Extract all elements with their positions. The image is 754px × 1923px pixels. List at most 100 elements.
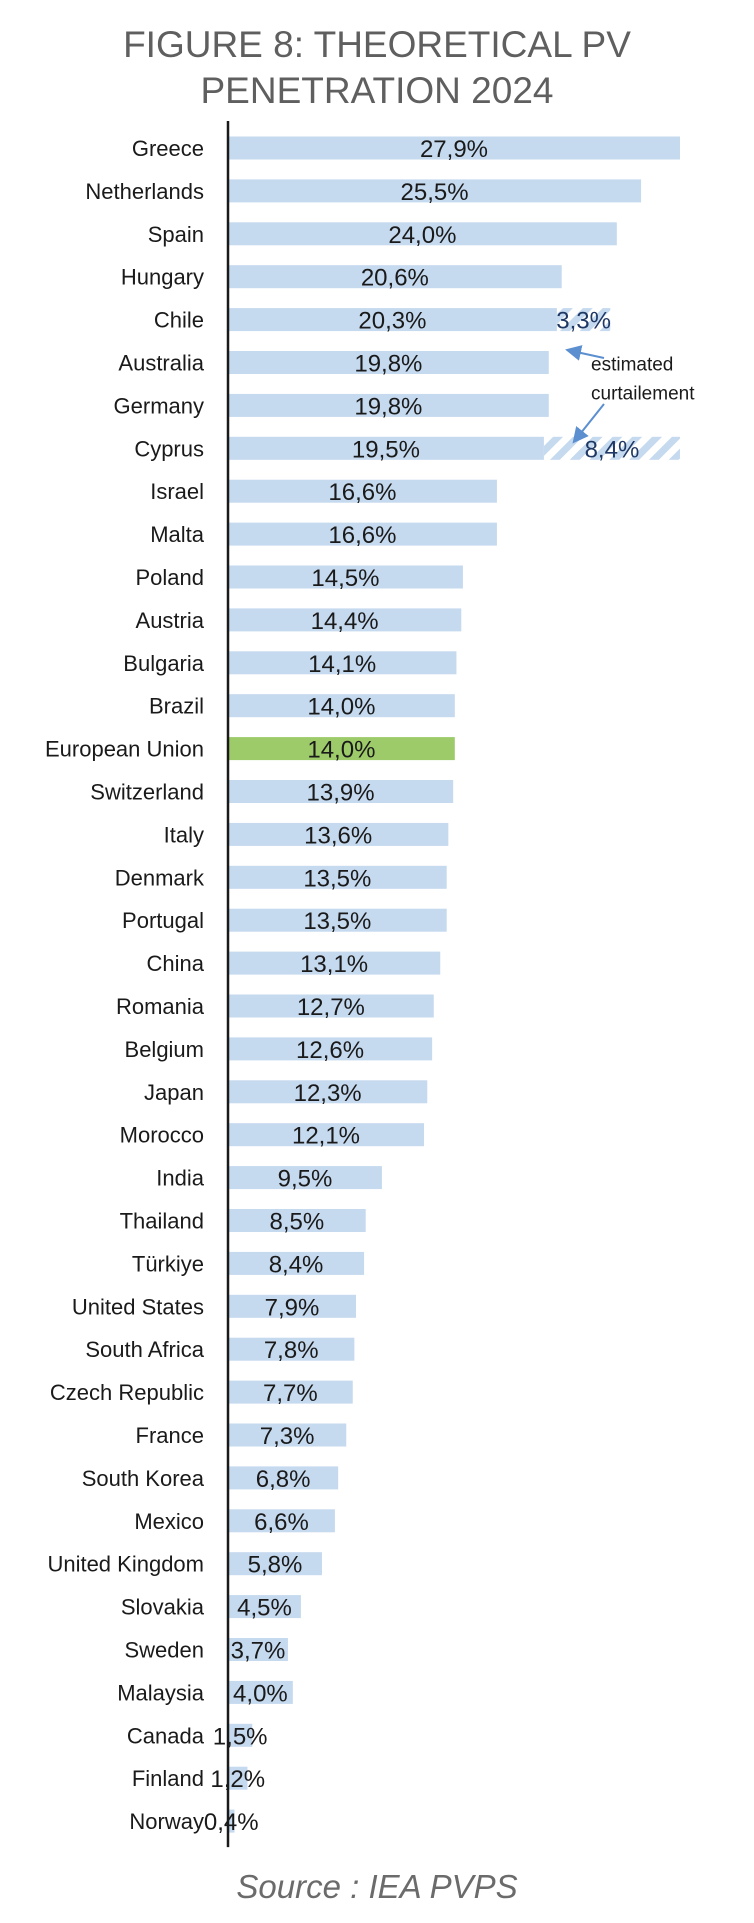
bar-portugal [228, 908, 447, 932]
category-label-romania: Romania [116, 994, 205, 1019]
bar-mexico [228, 1509, 335, 1533]
value-label-mexico: 6,6% [254, 1509, 309, 1536]
bar-france [228, 1423, 347, 1447]
category-label-norway: Norway [129, 1809, 204, 1834]
value-label-czech-republic: 7,7% [263, 1380, 318, 1407]
annotation-arrow-up [565, 345, 605, 361]
bar-bulgaria [228, 651, 457, 675]
annotation-layer: estimated curtailement [226, 121, 695, 1848]
category-label-denmark: Denmark [115, 865, 205, 890]
bar-malta [228, 522, 497, 546]
bar-sweden [228, 1638, 288, 1661]
value-label-france: 7,3% [260, 1423, 315, 1450]
bar-brazil [228, 694, 455, 718]
bar-chile [228, 308, 557, 332]
bar-t-rkiye [228, 1251, 365, 1275]
bar-denmark [228, 865, 447, 889]
value-label-slovakia: 4,5% [237, 1595, 292, 1622]
bar-morocco [228, 1123, 425, 1147]
category-label-india: India [156, 1166, 204, 1191]
bar-united-kingdom [228, 1552, 322, 1576]
bar-australia [228, 351, 549, 374]
category-label-canada: Canada [127, 1723, 205, 1748]
bar-poland [228, 565, 463, 589]
value-label-romania: 12,7% [297, 994, 365, 1021]
value-label-malaysia: 4,0% [233, 1680, 288, 1707]
bar-finland [228, 1766, 248, 1790]
value-label-japan: 12,3% [294, 1080, 362, 1107]
value-label-morocco: 12,1% [292, 1123, 360, 1150]
category-label-austria: Austria [136, 608, 205, 633]
value-label-switzerland: 13,9% [307, 780, 375, 807]
chart-title-line-1: FIGURE 8: THEORETICAL PV [123, 24, 631, 65]
bar-hungary [228, 265, 562, 289]
bar-japan [228, 1080, 428, 1104]
value-label-hungary: 20,6% [361, 265, 429, 292]
category-label-belgium: Belgium [125, 1037, 204, 1062]
category-label-morocco: Morocco [120, 1123, 204, 1148]
bar-thailand [228, 1209, 366, 1232]
category-label-greece: Greece [132, 136, 204, 161]
category-label-united-states: United States [72, 1294, 204, 1319]
category-label-hungary: Hungary [121, 265, 204, 290]
category-label-switzerland: Switzerland [90, 780, 204, 805]
bar-switzerland [228, 780, 454, 803]
value-label-india: 9,5% [278, 1166, 333, 1193]
value-label-bulgaria: 14,1% [308, 651, 376, 678]
labels-layer: Greece 27,9% Netherlands 25,5% Spain 24,0% Hun… [45, 136, 639, 1836]
category-label-chile: Chile [154, 308, 204, 333]
value-label-south-africa: 7,8% [264, 1337, 319, 1364]
category-label-south-korea: South Korea [82, 1466, 205, 1491]
value-label-germany: 19,8% [354, 393, 422, 420]
value-label-united-kingdom: 5,8% [248, 1552, 303, 1579]
annotation-arrow-down [572, 403, 605, 444]
bar-israel [228, 479, 497, 503]
value-label-united-states: 7,9% [265, 1294, 320, 1321]
category-label-italy: Italy [164, 822, 204, 847]
bar-cyprus [228, 436, 544, 460]
curtailment-label-chile: 3,3% [556, 308, 611, 335]
bar-canada [228, 1723, 253, 1747]
category-label-sweden: Sweden [124, 1638, 204, 1663]
category-label-malta: Malta [150, 522, 205, 547]
category-label-bulgaria: Bulgaria [123, 651, 204, 676]
value-label-greece: 27,9% [420, 136, 488, 163]
bar-netherlands [228, 179, 642, 203]
category-label-france: France [136, 1423, 204, 1448]
annotation-text-line-1: estimated [591, 355, 673, 376]
category-label-finland: Finland [132, 1766, 204, 1791]
category-label-european-union: European Union [45, 737, 204, 762]
category-label-poland: Poland [135, 565, 204, 590]
value-label-malta: 16,6% [328, 522, 396, 549]
bars-layer [228, 136, 680, 1833]
category-label-netherlands: Netherlands [85, 179, 204, 204]
category-label-portugal: Portugal [122, 908, 204, 933]
chart-title: FIGURE 8: THEORETICAL PV PENETRATION 202… [0, 22, 754, 114]
category-label-australia: Australia [118, 351, 204, 376]
value-label-israel: 16,6% [328, 479, 396, 506]
value-label-cyprus: 19,5% [352, 436, 420, 463]
bar-italy [228, 822, 449, 846]
value-label-netherlands: 25,5% [401, 179, 469, 206]
category-label-spain: Spain [148, 222, 204, 247]
category-label-slovakia: Slovakia [121, 1595, 205, 1620]
value-label-european-union: 14,0% [307, 737, 375, 764]
category-label-czech-republic: Czech Republic [50, 1380, 204, 1405]
category-label-brazil: Brazil [149, 694, 204, 719]
curtailment-label-cyprus: 8,4% [585, 436, 640, 463]
bar-european-union [228, 737, 455, 761]
value-label-norway: 0,4% [204, 1809, 259, 1836]
bar-spain [228, 222, 617, 246]
bar-belgium [228, 1037, 433, 1061]
bar-austria [228, 608, 462, 632]
value-label-sweden: 3,7% [231, 1638, 286, 1665]
bar-china [228, 951, 441, 975]
category-label-south-africa: South Africa [85, 1337, 204, 1362]
category-label-germany: Germany [114, 393, 204, 418]
bar-norway [228, 1809, 235, 1833]
value-label-italy: 13,6% [304, 822, 372, 849]
value-label-chile: 20,3% [358, 308, 426, 335]
value-label-portugal: 13,5% [303, 908, 371, 935]
bar-south-africa [228, 1337, 355, 1361]
